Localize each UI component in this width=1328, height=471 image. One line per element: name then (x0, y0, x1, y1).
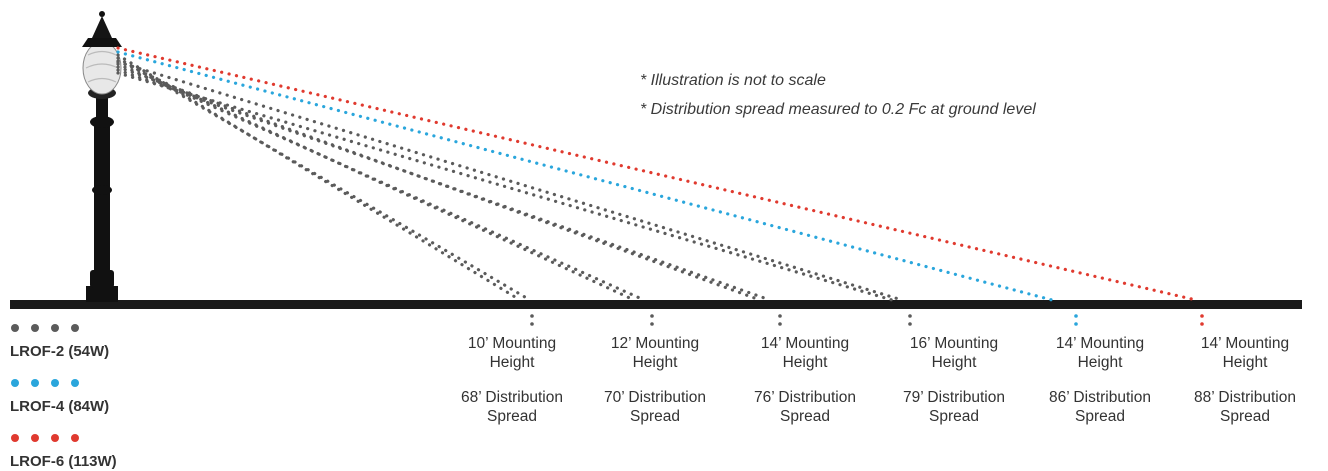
mounting-height-label-line2: Height (782, 354, 828, 371)
mounting-height-label: 16’ Mounting (909, 335, 999, 352)
ground-marker-3-1 (778, 314, 782, 318)
distribution-spread-label-line2: Spread (1220, 408, 1270, 425)
mounting-height-label-line2: Height (1222, 354, 1268, 371)
legend-dot-2-1 (11, 379, 19, 387)
legend-dot-3-3 (51, 434, 59, 442)
spread-column-2: 12’ Mounting Height 70’ Distribution Spr… (580, 334, 730, 426)
light-beam-5-1 (116, 50, 1054, 302)
mounting-height-label: 12’ Mounting (610, 335, 700, 352)
mounting-height-label: 10’ Mounting (467, 335, 557, 352)
mounting-height-label-line2: Height (931, 354, 977, 371)
street-lamp-icon (82, 11, 122, 302)
ground-marker-5-2 (1074, 322, 1078, 326)
ground-marker-2-1 (650, 314, 654, 318)
legend-label-lrof-6: LROF-6 (113W) (10, 453, 117, 470)
spread-column-4: 16’ Mounting Height 79’ Distribution Spr… (879, 334, 1029, 426)
distribution-spread-label-line2: Spread (487, 408, 537, 425)
legend-dot-3-4 (71, 434, 79, 442)
light-beam-6-1 (116, 46, 1198, 302)
distribution-spread-label: 79’ Distribution (903, 389, 1005, 406)
mounting-height-label-line2: Height (489, 354, 535, 371)
ground-marker-3-2 (778, 322, 782, 326)
legend-label-lrof-2: LROF-2 (54W) (10, 343, 110, 360)
legend-dot-3-2 (31, 434, 39, 442)
distribution-spread-label-line2: Spread (780, 408, 830, 425)
legend-dots (11, 324, 79, 442)
distribution-spread-label-line2: Spread (630, 408, 680, 425)
ground-marker-5-1 (1074, 314, 1078, 318)
mounting-height-label: 14’ Mounting (1055, 335, 1145, 352)
distribution-spread-label-line2: Spread (929, 408, 979, 425)
light-beam-4-1 (116, 71, 894, 302)
legend-dot-1-1 (11, 324, 19, 332)
legend-dot-3-1 (11, 434, 19, 442)
ground-marker-1-1 (530, 314, 534, 318)
distribution-spread-label: 76’ Distribution (754, 389, 856, 406)
note-spread-measurement: * Distribution spread measured to 0.2 Fc… (640, 101, 1036, 118)
ground-marker-6-2 (1200, 322, 1204, 326)
spread-column-6: 14’ Mounting Height 88’ Distribution Spr… (1170, 334, 1320, 426)
legend-dot-2-2 (31, 379, 39, 387)
distribution-spread-label-line2: Spread (1075, 408, 1125, 425)
legend-dot-1-4 (71, 324, 79, 332)
light-beam-2-1 (116, 59, 636, 302)
light-beam-2-2 (116, 62, 646, 302)
distribution-spread-label: 70’ Distribution (604, 389, 706, 406)
spread-column-3: 14’ Mounting Height 76’ Distribution Spr… (730, 334, 880, 426)
distribution-spread-label: 86’ Distribution (1049, 389, 1151, 406)
light-beam-1-1 (116, 53, 522, 302)
ground-marker-1-2 (530, 322, 534, 326)
light-beam-1-2 (116, 56, 532, 302)
light-beam-4-2 (116, 60, 904, 302)
distribution-spread-label: 88’ Distribution (1194, 389, 1296, 406)
mounting-height-label-line2: Height (1077, 354, 1123, 371)
mounting-height-label: 14’ Mounting (760, 335, 850, 352)
ground-marker-2-2 (650, 322, 654, 326)
ground-line (10, 300, 1302, 309)
ground-marker-4-1 (908, 314, 912, 318)
ground-marker-6-1 (1200, 314, 1204, 318)
distribution-spread-label: 68’ Distribution (461, 389, 563, 406)
note-not-to-scale: * Illustration is not to scale (640, 72, 826, 89)
light-beam-3-2 (116, 68, 772, 302)
legend-dot-2-3 (51, 379, 59, 387)
spread-column-1: 10’ Mounting Height 68’ Distribution Spr… (437, 334, 587, 426)
legend-dot-2-4 (71, 379, 79, 387)
mounting-height-label: 14’ Mounting (1200, 335, 1290, 352)
legend-dot-1-2 (31, 324, 39, 332)
legend-dot-1-3 (51, 324, 59, 332)
legend-label-lrof-4: LROF-4 (84W) (10, 398, 110, 415)
light-beams (116, 46, 1204, 326)
spread-column-5: 14’ Mounting Height 86’ Distribution Spr… (1025, 334, 1175, 426)
mounting-height-label-line2: Height (632, 354, 678, 371)
ground-marker-4-2 (908, 322, 912, 326)
